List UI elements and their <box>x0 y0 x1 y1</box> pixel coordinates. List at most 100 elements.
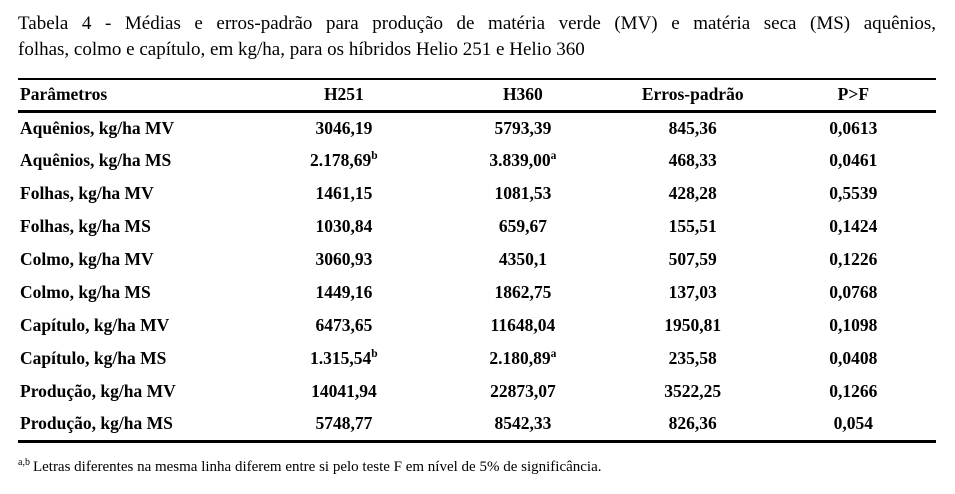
cell-value: Produção, kg/ha MS <box>20 413 173 434</box>
footnote: a,b Letras diferentes na mesma linha dife… <box>18 457 936 477</box>
table-row: Aquênios, kg/ha MS 2.178,69b 3.839,00a 468,… <box>18 144 936 177</box>
cell-value: 2.178,69 <box>310 150 372 170</box>
cell-value: 6473,65 <box>315 315 373 335</box>
cell-value: 8542,33 <box>494 413 552 434</box>
cell-h360: 4350,1 <box>431 243 615 276</box>
table-body: Aquênios, kg/ha MV 3046,19 5793,39 845,36 0,… <box>18 111 936 441</box>
cell-h360: 659,67 <box>431 210 615 243</box>
cell-erros-padrao: 468,33 <box>615 144 771 177</box>
cell-pf: 0,0768 <box>771 276 936 309</box>
cell-value: 1030,84 <box>315 216 373 236</box>
cell-value: 845,36 <box>668 117 717 138</box>
cell-h251: 1449,16 <box>257 276 431 309</box>
cell-h360: 1081,53 <box>431 177 615 210</box>
table-row: Folhas, kg/ha MV 1461,15 1081,53 428,28 0,55… <box>18 177 936 210</box>
cell-value: 0,054 <box>833 413 874 434</box>
cell-erros-padrao: 235,58 <box>615 342 771 375</box>
cell-value: 2.180,89 <box>489 348 551 368</box>
cell-h360: 8542,33 <box>431 408 615 441</box>
footnote-marker: a,b <box>18 456 30 468</box>
cell-value: 0,0408 <box>829 348 878 368</box>
table-row: Colmo, kg/ha MV 3060,93 4350,1 507,59 0,1226 <box>18 243 936 276</box>
cell-parametro: Produção, kg/ha MS <box>18 408 257 441</box>
data-table: Parâmetros H251 H360 Erros-padrão P>F Aq… <box>18 78 936 443</box>
table-caption-line2: folhas, colmo e capítulo, em kg/ha, para… <box>18 39 585 60</box>
cell-parametro: Capítulo, kg/ha MS <box>18 342 257 375</box>
cell-pf: 0,1266 <box>771 375 936 408</box>
table-row: Colmo, kg/ha MS 1449,16 1862,75 137,03 0,076… <box>18 276 936 309</box>
cell-value: Folhas, kg/ha MV <box>20 183 154 203</box>
table-row: Folhas, kg/ha MS 1030,84 659,67 155,51 0,142… <box>18 210 936 243</box>
cell-h360: 22873,07 <box>431 375 615 408</box>
cell-h360: 3.839,00a <box>431 144 615 177</box>
cell-h360: 5793,39 <box>431 111 615 144</box>
cell-value: 1862,75 <box>494 282 552 302</box>
cell-value: 1081,53 <box>494 183 552 203</box>
cell-value: 5748,77 <box>315 413 373 434</box>
table-row: Aquênios, kg/ha MV 3046,19 5793,39 845,36 0,… <box>18 111 936 144</box>
cell-h251: 1461,15 <box>257 177 431 210</box>
significance-letter: a <box>550 348 557 361</box>
cell-value: 468,33 <box>668 150 717 170</box>
cell-parametro: Folhas, kg/ha MV <box>18 177 257 210</box>
cell-value: 0,0613 <box>829 117 878 138</box>
cell-pf: 0,0461 <box>771 144 936 177</box>
cell-value: 507,59 <box>668 249 717 269</box>
header-cell-pf: P>F <box>770 78 936 113</box>
cell-pf: 0,1226 <box>771 243 936 276</box>
cell-erros-padrao: 428,28 <box>615 177 771 210</box>
cell-value: Aquênios, kg/ha MS <box>20 150 172 170</box>
cell-value: 3060,93 <box>315 249 373 269</box>
cell-pf: 0,0613 <box>771 111 936 144</box>
cell-erros-padrao: 507,59 <box>615 243 771 276</box>
cell-value: 1461,15 <box>315 183 373 203</box>
cell-value: 235,58 <box>668 348 717 368</box>
cell-value: 0,5539 <box>829 183 878 203</box>
cell-parametro: Colmo, kg/ha MV <box>18 243 257 276</box>
cell-value: 155,51 <box>668 216 717 236</box>
cell-pf: 0,1098 <box>771 309 936 342</box>
cell-parametro: Produção, kg/ha MV <box>18 375 257 408</box>
cell-erros-padrao: 826,36 <box>615 408 771 441</box>
header-cell-erros-padrao: Erros-padrão <box>614 78 771 113</box>
cell-value: Aquênios, kg/ha MV <box>20 117 175 138</box>
header-cell-h360: H360 <box>431 78 615 113</box>
cell-value: 1449,16 <box>315 282 373 302</box>
cell-value: 0,0461 <box>829 150 878 170</box>
table-row: Capítulo, kg/ha MS 1.315,54b 2.180,89a 235,… <box>18 342 936 375</box>
cell-h251: 1.315,54b <box>257 342 431 375</box>
cell-parametro: Aquênios, kg/ha MV <box>18 111 257 144</box>
cell-h251: 1030,84 <box>257 210 431 243</box>
cell-h251: 6473,65 <box>257 309 431 342</box>
cell-h360: 11648,04 <box>431 309 615 342</box>
table-caption-line1: Tabela 4 - Médias e erros-padrão para pr… <box>18 13 936 34</box>
header-cell-parametros: Parâmetros <box>18 78 257 113</box>
cell-value: 826,36 <box>668 413 717 434</box>
cell-pf: 0,5539 <box>771 177 936 210</box>
cell-pf: 0,1424 <box>771 210 936 243</box>
cell-h360: 1862,75 <box>431 276 615 309</box>
cell-value: Produção, kg/ha MV <box>20 381 176 401</box>
cell-value: 0,1424 <box>829 216 878 236</box>
table-row: Capítulo, kg/ha MV 6473,65 11648,04 1950,81… <box>18 309 936 342</box>
cell-erros-padrao: 845,36 <box>615 111 771 144</box>
cell-h360: 2.180,89a <box>431 342 615 375</box>
cell-value: 1950,81 <box>664 315 722 335</box>
cell-erros-padrao: 155,51 <box>615 210 771 243</box>
header-cell-h251: H251 <box>256 78 432 113</box>
significance-letter: b <box>371 150 378 163</box>
cell-value: 22873,07 <box>490 381 556 401</box>
cell-h251: 3046,19 <box>257 111 431 144</box>
cell-value: 3522,25 <box>664 381 722 401</box>
cell-pf: 0,0408 <box>771 342 936 375</box>
significance-letter: b <box>371 348 378 361</box>
cell-value: 11648,04 <box>490 315 556 335</box>
cell-erros-padrao: 1950,81 <box>615 309 771 342</box>
cell-value: 659,67 <box>498 216 547 236</box>
cell-value: 5793,39 <box>494 117 552 138</box>
cell-value: Folhas, kg/ha MS <box>20 216 151 236</box>
cell-h251: 5748,77 <box>257 408 431 441</box>
table-caption: Tabela 4 - Médias e erros-padrão para pr… <box>18 11 936 63</box>
cell-value: 428,28 <box>668 183 717 203</box>
cell-value: 0,1266 <box>829 381 878 401</box>
